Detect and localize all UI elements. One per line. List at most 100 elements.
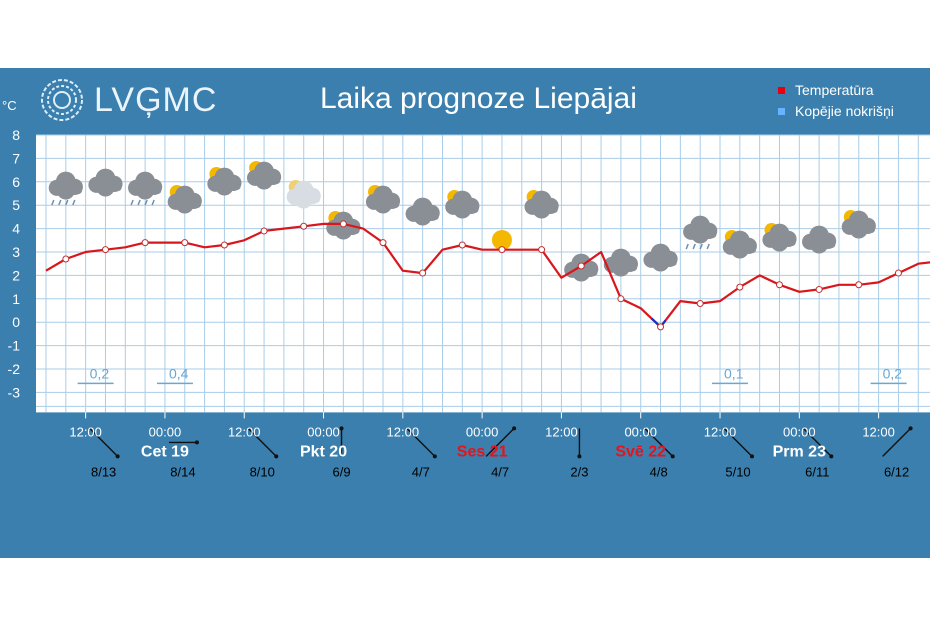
cloudy-icon <box>405 197 440 226</box>
temperature-point <box>894 269 902 277</box>
chart-frame: LVĢMC Laika prognoze Liepājai °C Tempera… <box>0 68 930 609</box>
wind-arrow-icon <box>89 427 120 459</box>
temperature-point <box>220 241 228 249</box>
precipitation-label: 0,2 <box>90 365 110 381</box>
wind-arrow-icon <box>644 427 675 459</box>
y-axis-unit: °C <box>2 98 17 113</box>
logo-text: LVĢMC <box>94 80 218 119</box>
legend-swatch-temperature <box>778 87 785 94</box>
wind-arrow-icon <box>247 427 279 459</box>
cloudy-icon <box>88 168 123 197</box>
cloudy-rain-icon <box>128 171 163 206</box>
x-tick-label: 00:00 <box>783 424 816 439</box>
temperature-point <box>815 285 823 293</box>
partly-cloudy-icon <box>841 210 876 239</box>
temperature-point <box>419 269 427 277</box>
wind-arrow-icon <box>339 426 344 457</box>
partly-cloudy-icon <box>365 185 401 214</box>
y-tick-label: 3 <box>12 244 20 260</box>
y-tick-label: -2 <box>8 361 21 377</box>
y-tick-label: 5 <box>12 197 20 213</box>
cloudy-icon <box>643 243 678 272</box>
temperature-point <box>775 281 783 289</box>
temperature-point <box>538 246 546 254</box>
x-tick-label: 12:00 <box>387 424 420 439</box>
cloudy-rain-icon <box>48 171 83 206</box>
temperature-point <box>141 239 149 247</box>
wind-arrow-icon <box>802 427 834 459</box>
temperature-point <box>101 246 109 254</box>
temperature-point <box>300 222 308 230</box>
wind-speed-label: 8/14 <box>170 464 195 479</box>
partly-cloudy-icon <box>246 161 282 190</box>
wind-arrow-icon <box>485 426 517 457</box>
legend-swatch-precipitation <box>778 108 785 115</box>
partly-cloudy-icon <box>167 185 202 214</box>
precipitation-label: 0,1 <box>724 365 744 381</box>
day-label: Prm 23 <box>773 443 826 460</box>
x-tick-label: 00:00 <box>624 424 657 439</box>
partly-cloudy-icon <box>762 223 797 252</box>
wind-speed-label: 4/7 <box>491 464 509 479</box>
sunny-icon <box>491 230 512 250</box>
temperature-point <box>617 295 625 303</box>
temperature-point <box>696 299 704 307</box>
wind-speed-label: 6/9 <box>332 464 350 479</box>
lvgmc-logo: LVĢMC <box>38 76 217 124</box>
wind-arrow-icon <box>577 428 582 459</box>
logo-rings-icon <box>41 79 83 121</box>
month-label: Jan 2017 <box>451 592 517 609</box>
partly-cloudy-icon <box>445 190 480 219</box>
wind-speed-label: 4/8 <box>650 464 668 479</box>
partly-cloudy-icon <box>524 190 559 219</box>
legend-label-temperature: Temperatūra <box>795 82 874 98</box>
partly-cloudy-icon <box>207 167 242 196</box>
temperature-point <box>577 262 585 270</box>
x-tick-label: 00:00 <box>307 424 340 439</box>
x-tick-label: 12:00 <box>704 424 737 439</box>
legend-label-precipitation: Kopējie nokrišņi <box>795 103 894 119</box>
wind-speed-label: 2/3 <box>570 464 588 479</box>
temperature-point <box>181 239 189 247</box>
wind-arrow-icon <box>723 427 755 459</box>
temperature-point <box>855 281 863 289</box>
partly-cloudy-icon <box>722 230 757 259</box>
wind-speed-label: 6/12 <box>884 464 909 479</box>
wind-speed-label: 4/7 <box>412 464 430 479</box>
temperature-point <box>260 227 268 235</box>
cloudy-rain-icon <box>683 215 718 250</box>
day-label: Ses 21 <box>457 443 508 460</box>
chart-header: LVĢMC Laika prognoze Liepājai °C Tempera… <box>0 68 930 132</box>
wind-arrow-icon <box>406 427 437 459</box>
temperature-point <box>379 239 387 247</box>
precipitation-label: 0,2 <box>883 365 903 381</box>
day-label: Pkt 20 <box>300 443 347 460</box>
y-tick-label: 1 <box>12 291 20 307</box>
temperature-point <box>62 255 70 263</box>
chart-legend: Temperatūra Kopējie nokrišņi <box>778 80 894 122</box>
precipitation-label: 0,4 <box>169 365 189 381</box>
partly-cloudy-night-icon <box>286 180 321 209</box>
temperature-point <box>657 323 665 331</box>
wind-speed-label: 8/10 <box>250 464 275 479</box>
x-tick-label: 00:00 <box>466 424 499 439</box>
temperature-point <box>339 220 347 228</box>
x-tick-label: 12:00 <box>228 424 261 439</box>
wind-arrow-icon <box>882 426 913 457</box>
x-tick-label: 12:00 <box>862 424 895 439</box>
wind-arrow-icon <box>168 440 199 445</box>
legend-item-temperature: Temperatūra <box>778 80 894 101</box>
temperature-point <box>458 241 466 249</box>
chart-title: Laika prognoze Liepājai <box>320 82 637 115</box>
y-tick-label: 6 <box>12 174 20 190</box>
cloudy-icon <box>802 225 837 254</box>
legend-item-precipitation: Kopējie nokrišņi <box>778 101 894 122</box>
y-tick-label: 2 <box>12 267 20 283</box>
y-tick-label: 7 <box>12 150 20 166</box>
cloudy-icon <box>603 248 638 277</box>
chart-plot: 8 7 6 5 4 3 2 1 0 -1 -2 -3 0,2 0,4 0,1 0,2 8/13 8/14 8/10 6… <box>8 127 930 479</box>
wind-speed-label: 8/13 <box>91 464 116 479</box>
temperature-point <box>736 283 744 291</box>
wind-speed-label: 5/10 <box>725 464 750 479</box>
wind-speed-label: 6/11 <box>805 464 829 479</box>
